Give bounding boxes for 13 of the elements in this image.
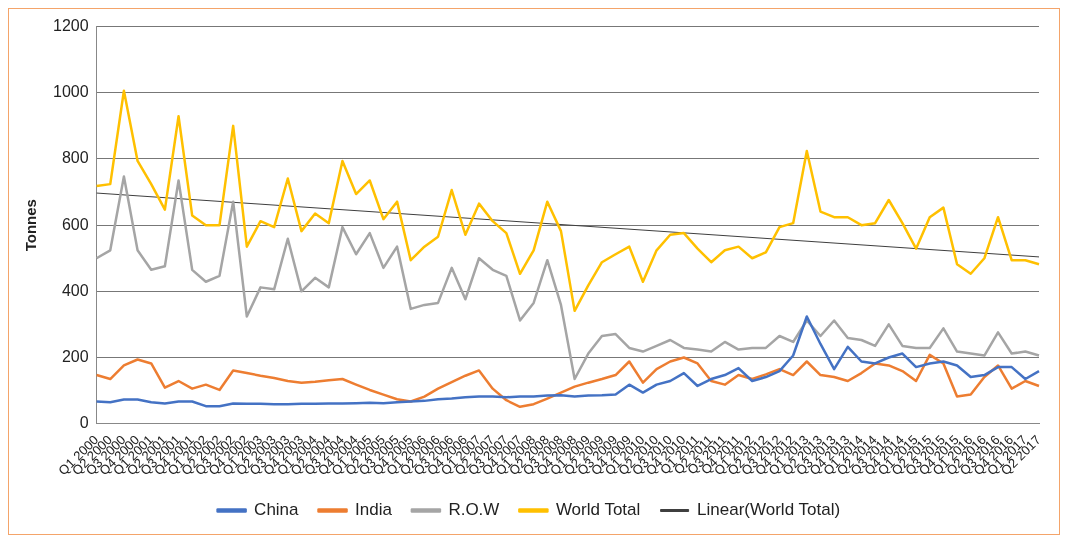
legend-label: India bbox=[355, 500, 393, 520]
legend-label: R.O.W bbox=[448, 500, 500, 520]
y-tick-label: 800 bbox=[61, 149, 89, 167]
legend-label: China bbox=[254, 500, 300, 520]
y-tick-label: 1200 bbox=[53, 17, 89, 35]
y-tick-label: 0 bbox=[79, 414, 89, 432]
legend-label: Linear(World Total) bbox=[697, 500, 841, 520]
y-tick-label: 600 bbox=[61, 215, 89, 233]
y-tick-label: 1000 bbox=[53, 83, 89, 101]
legend-label: World Total bbox=[555, 500, 641, 520]
y-axis-title: Tonnes bbox=[22, 199, 40, 252]
y-tick-label: 400 bbox=[61, 281, 89, 299]
y-tick-label: 200 bbox=[61, 347, 89, 365]
